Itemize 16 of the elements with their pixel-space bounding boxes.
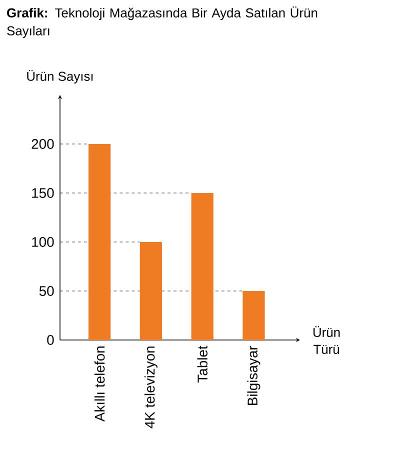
- x-tick-label: 4K televizyon: [144, 346, 158, 428]
- bar: [242, 291, 265, 340]
- y-tick-label: 150: [32, 188, 54, 198]
- x-tick-label: Tablet: [197, 346, 208, 383]
- x-tick-label: Akıllı telefon: [94, 346, 105, 422]
- bar: [88, 144, 111, 340]
- bar: [140, 242, 162, 340]
- bar: [191, 192, 214, 340]
- y-axis-title: Ürün Sayısı: [27, 70, 93, 84]
- chart-title: Grafik: Teknoloji Mağazasında Bir Ayda Satılan Ürün Sayıları: [7, 6, 318, 38]
- y-tick-label: 0: [47, 335, 54, 345]
- x-tick-label: Bilgisayar: [247, 346, 260, 405]
- y-tick-label: 50: [39, 286, 54, 296]
- y-tick-label: 100: [32, 237, 54, 247]
- y-tick-label: 200: [32, 139, 54, 149]
- x-axis-title: Ürün Türü: [313, 326, 340, 354]
